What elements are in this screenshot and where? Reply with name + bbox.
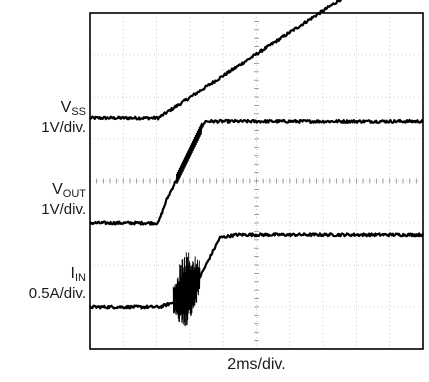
iin-subscript: IN <box>75 272 86 284</box>
vout-trace <box>89 118 424 226</box>
vss-subscript: SS <box>71 106 86 118</box>
vout-ramp-ripple <box>175 122 203 184</box>
x-axis-label: 2ms/div. <box>227 356 286 373</box>
iin-trace <box>88 232 425 310</box>
iin-burst-oscillation <box>172 252 201 327</box>
vout-name: V <box>52 181 63 198</box>
vout-scale: 1V/div. <box>41 201 86 218</box>
iin-scale: 0.5A/div. <box>28 285 86 302</box>
vout-subscript: OUT <box>62 188 86 200</box>
vout-channel-label: VOUT 1V/div. <box>2 182 86 218</box>
iin-channel-label: IIN 0.5A/div. <box>0 266 86 302</box>
plot-frame <box>89 12 424 350</box>
vss-trace <box>89 0 342 121</box>
iin-name: I <box>70 265 75 282</box>
vss-scale: 1V/div. <box>41 119 86 136</box>
vss-name: V <box>60 99 72 116</box>
vss-channel-label: VSS 1V/div. <box>2 100 86 136</box>
